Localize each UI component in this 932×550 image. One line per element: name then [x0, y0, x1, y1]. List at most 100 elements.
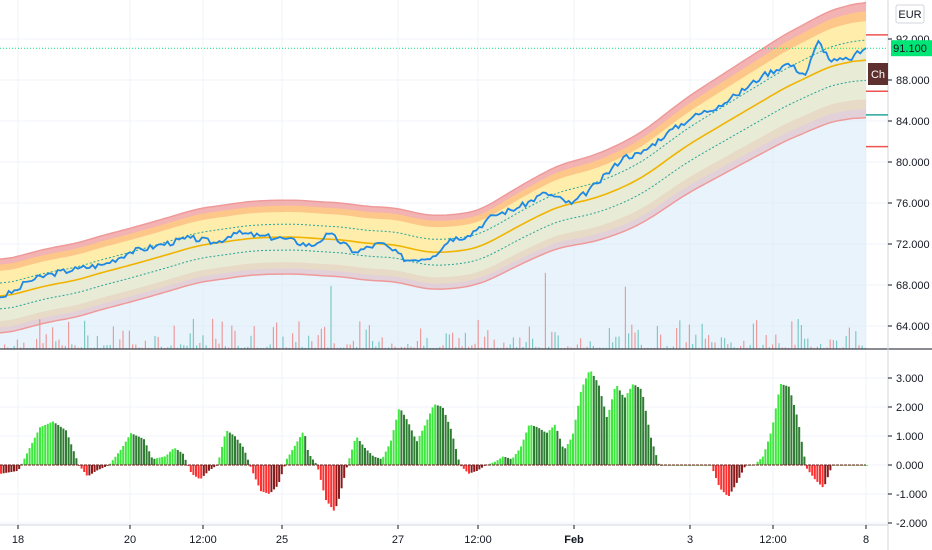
volume-bar	[183, 345, 185, 349]
oscillator-bar	[475, 465, 478, 471]
volume-bar	[532, 338, 534, 349]
oscillator-bar	[176, 450, 179, 465]
volume-bar	[4, 344, 6, 349]
oscillator-pane[interactable]	[0, 352, 888, 525]
volume-bar	[333, 343, 335, 349]
oscillator-bar	[629, 388, 632, 465]
oscillator-bar	[829, 465, 832, 471]
oscillator-bar	[803, 456, 806, 465]
oscillator-bar	[210, 465, 213, 469]
volume-bar	[327, 347, 329, 349]
oscillator-bar	[312, 459, 314, 465]
dotted-line-upper	[0, 39, 867, 284]
volume-bar	[496, 347, 498, 349]
volume-bar	[845, 336, 847, 349]
volume-bar	[714, 342, 716, 349]
price-line[interactable]	[0, 39, 867, 299]
volume-bar	[13, 345, 15, 349]
oscillator-bar	[338, 465, 340, 499]
volume-bar	[84, 320, 86, 349]
volume-bar	[157, 336, 159, 349]
volume-bar	[672, 346, 674, 349]
oscillator-bar	[299, 437, 301, 465]
oscillator-bar	[67, 437, 70, 465]
oscillator-bar	[119, 449, 122, 465]
volume-bar	[378, 341, 380, 349]
oscillator-bar	[392, 430, 395, 465]
volume-bar	[346, 344, 348, 349]
volume-bar	[343, 347, 345, 349]
oscillator-bar	[148, 451, 151, 465]
oscillator-bar	[850, 465, 853, 466]
volume-bar	[576, 344, 578, 349]
oscillator-bar	[202, 465, 205, 476]
volume-bar	[42, 343, 44, 349]
volume-bar	[820, 343, 822, 349]
volume-bar	[122, 330, 124, 349]
oscillator-bar	[356, 437, 359, 465]
oscillator-bar	[725, 465, 728, 495]
oscillator-bar	[738, 465, 741, 478]
time-tick-label: 25	[276, 534, 288, 546]
level-markers	[866, 34, 888, 148]
volume-bar	[330, 286, 332, 349]
volume-bar	[336, 347, 338, 349]
oscillator-bar	[273, 465, 275, 490]
volume-bar	[516, 347, 518, 349]
volume-bar	[250, 335, 252, 349]
oscillator-bar	[806, 465, 808, 469]
oscillator-bar	[158, 457, 161, 465]
volume-bar	[202, 335, 204, 349]
oscillator-bar	[351, 449, 353, 465]
oscillator-bar	[670, 465, 673, 466]
volume-bar	[212, 318, 214, 349]
volume-bar	[608, 328, 610, 349]
oscillator-bar	[83, 465, 86, 472]
volume-bar	[567, 346, 569, 349]
volume-bar	[746, 347, 748, 349]
oscillator-bar	[592, 375, 595, 465]
volume-bar	[640, 344, 642, 349]
volume-bar	[132, 344, 134, 349]
currency-box[interactable]	[895, 4, 925, 24]
volume-bar	[285, 347, 287, 349]
oscillator-bar	[782, 384, 785, 465]
price-tick-label: 84.000	[896, 116, 930, 128]
oscillator-bar	[834, 465, 837, 466]
oscillator-bar	[761, 456, 764, 465]
time-tick-label: 12:00	[464, 534, 492, 546]
oscillator-bar	[72, 451, 75, 465]
oscillator-bar	[808, 465, 811, 473]
oscillator-bar	[530, 425, 533, 465]
oscillator-bar	[122, 446, 125, 465]
price-pane[interactable]	[0, 0, 888, 349]
oscillator-bar	[608, 409, 611, 465]
volume-bar	[484, 336, 486, 349]
volume-bar	[634, 332, 636, 349]
volume-bar	[797, 319, 799, 349]
oscillator-bar	[582, 384, 585, 465]
oscillator-bar	[257, 465, 260, 486]
oscillator-bar	[377, 457, 379, 465]
volume-bar	[538, 347, 540, 349]
oscillator-tick-label: 0.000	[896, 460, 924, 472]
time-axis[interactable]: 18 20 12:00 25 27 12:00 Feb 3 12:00 8	[0, 524, 888, 546]
oscillator-bar	[10, 465, 13, 472]
volume-bar	[522, 347, 524, 349]
volume-bar	[23, 342, 25, 349]
volume-bar	[637, 329, 639, 349]
band-lower-edge	[0, 117, 867, 334]
right-axis[interactable]: 64.00068.00072.00076.00080.00084.00088.0…	[866, 0, 932, 550]
oscillator-bar	[416, 441, 418, 465]
oscillator-bar	[124, 441, 127, 465]
volume-bar	[29, 347, 31, 349]
volume-bar	[45, 334, 47, 349]
volume-bar	[109, 344, 111, 349]
oscillator-bar	[486, 464, 489, 466]
oscillator-bar	[777, 394, 780, 465]
oscillator-bar	[96, 465, 99, 471]
oscillator-bar	[418, 435, 421, 465]
volume-bar	[618, 336, 620, 349]
volume-bar	[858, 345, 860, 349]
